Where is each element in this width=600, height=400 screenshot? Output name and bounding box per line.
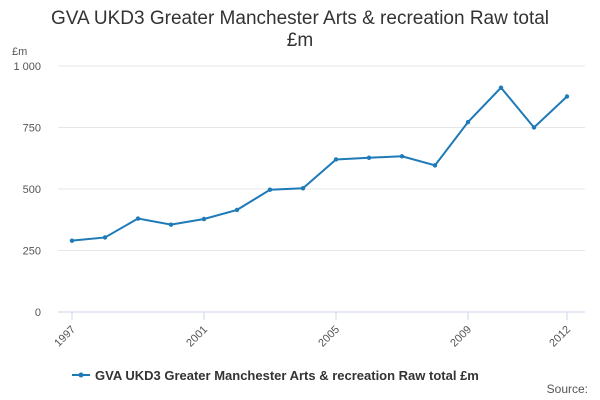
x-tick-label: 2012 xyxy=(547,324,573,350)
legend-label: GVA UKD3 Greater Manchester Arts & recre… xyxy=(95,368,479,383)
legend[interactable]: GVA UKD3 Greater Manchester Arts & recre… xyxy=(72,368,479,383)
y-tick-label: 500 xyxy=(23,184,41,196)
data-point[interactable] xyxy=(168,222,174,227)
y-axis-label: £m xyxy=(12,46,27,58)
x-tick-label: 2009 xyxy=(448,324,474,350)
x-tick-label: 2001 xyxy=(184,324,210,350)
chart-title-line-2: £m xyxy=(286,30,314,51)
data-point[interactable] xyxy=(102,235,108,240)
data-point[interactable] xyxy=(432,163,438,168)
data-point[interactable] xyxy=(69,238,75,243)
grid-lines xyxy=(58,65,585,251)
y-tick-label: 0 xyxy=(35,307,41,319)
data-point[interactable] xyxy=(366,155,372,160)
data-point[interactable] xyxy=(531,125,537,130)
chart-title: GVA UKD3 Greater Manchester Arts & recre… xyxy=(0,8,600,52)
series-group xyxy=(69,85,570,243)
x-axis: 1997 2001 2005 2009 2012 xyxy=(52,311,585,350)
y-tick-label: 750 xyxy=(23,123,41,135)
data-point[interactable] xyxy=(234,207,240,213)
y-axis-ticks: 0 250 500 750 1 000 xyxy=(13,61,41,319)
y-tick-label: 250 xyxy=(23,246,41,258)
data-point[interactable] xyxy=(399,154,405,159)
data-point[interactable] xyxy=(267,187,273,192)
data-point[interactable] xyxy=(564,94,570,99)
legend-marker-icon xyxy=(78,372,84,378)
y-tick-label: 1 000 xyxy=(13,61,41,73)
data-point[interactable] xyxy=(135,216,141,221)
data-point[interactable] xyxy=(201,216,207,222)
data-point[interactable] xyxy=(333,157,339,162)
chart-title-line-1: GVA UKD3 Greater Manchester Arts & recre… xyxy=(50,8,550,29)
x-tick-label: 1997 xyxy=(52,324,78,350)
series-line xyxy=(71,86,568,242)
data-point[interactable] xyxy=(498,85,504,90)
data-point[interactable] xyxy=(465,119,471,125)
x-tick-label: 2005 xyxy=(316,324,342,350)
data-point[interactable] xyxy=(300,186,306,191)
source-label: Source: xyxy=(547,382,588,396)
